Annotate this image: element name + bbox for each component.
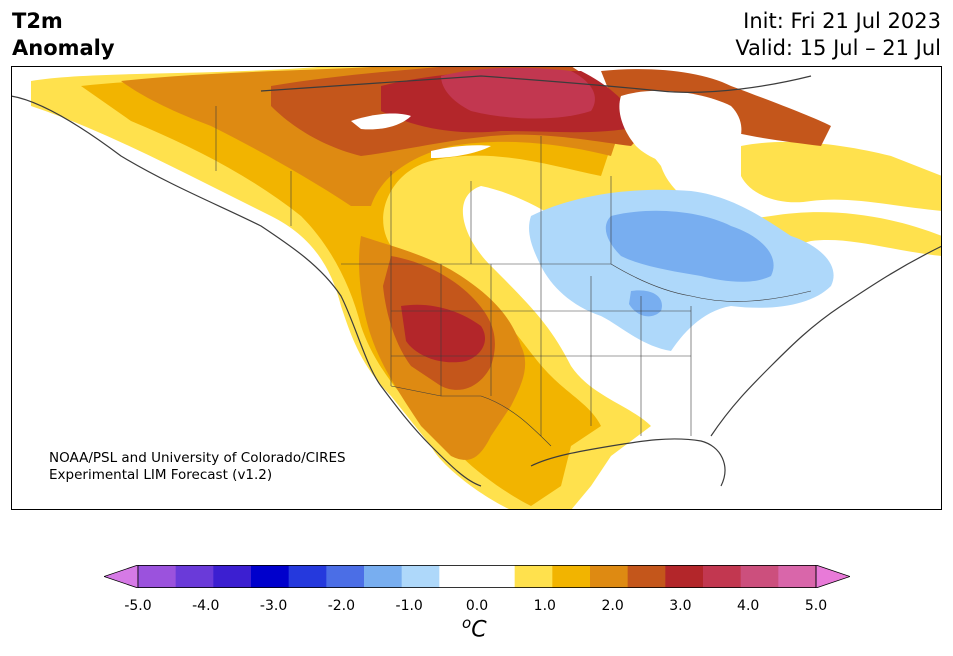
warm-band-6 [441, 67, 595, 119]
credit-line-2: Experimental LIM Forecast (v1.2) [49, 467, 273, 483]
title-line-2: Anomaly [12, 36, 115, 60]
colorbar-segment [288, 565, 327, 588]
forecast-dates: Init: Fri 21 Jul 2023 Valid: 15 Jul – 21… [735, 8, 941, 62]
title-line-1: T2m [12, 9, 63, 33]
colorbar-tick-label: 3.0 [669, 598, 692, 614]
credit-line-1: NOAA/PSL and University of Colorado/CIRE… [49, 450, 346, 466]
provincial-lines [215, 106, 612, 264]
warm-band-1b [741, 141, 942, 211]
colorbar-tick-label: 1.0 [533, 598, 556, 614]
warm-band-3 [121, 66, 621, 460]
colorbar-tick-label: 2.0 [601, 598, 624, 614]
colorbar-extend-high [815, 565, 850, 588]
cool-band-2 [605, 210, 774, 317]
colorbar-tick-label: -5.0 [124, 598, 152, 614]
colorbar-segment [590, 565, 629, 588]
coastline-west [11, 95, 482, 487]
state-lines [390, 264, 692, 436]
colorbar-segment [213, 565, 252, 588]
great-slave-lake [431, 145, 491, 158]
colorbar-segment [703, 565, 742, 588]
colorbar-segment [439, 565, 478, 588]
colorbar [104, 565, 850, 588]
units-superscript: o [462, 614, 472, 632]
colorbar-tick-label: -4.0 [192, 598, 220, 614]
colorbar-segment [627, 565, 666, 588]
colorbar-segment [138, 565, 177, 588]
colorbar-segment [778, 565, 817, 588]
colorbar-tick-label: 0.0 [465, 598, 489, 614]
init-date: Init: Fri 21 Jul 2023 [743, 9, 941, 33]
colorbar-segment [740, 565, 779, 588]
colorbar-segment [326, 565, 365, 588]
colorbar-tick-label: -2.0 [327, 598, 356, 614]
coastline-arctic [260, 75, 812, 93]
great-bear-lake [351, 113, 411, 130]
colorbar-segment [477, 565, 516, 588]
anomaly-map [11, 66, 942, 510]
hudson-bay [619, 90, 742, 168]
colorbar-segment [665, 565, 704, 588]
map-title: T2m Anomaly [12, 8, 115, 62]
coastline-east [710, 245, 942, 437]
valid-dates: Valid: 15 Jul – 21 Jul [735, 36, 941, 60]
units-label: C [471, 617, 487, 643]
map-frame [11, 66, 942, 510]
colorbar-frame [137, 565, 817, 588]
us-canada-border [341, 263, 812, 302]
colorbar-tick-label: 4.0 [737, 598, 760, 614]
colorbar-segment [364, 565, 403, 588]
colorbar-tick-label: -1.0 [395, 598, 423, 614]
colorbar-tick-label: -3.0 [259, 598, 288, 614]
colorbar-segment [552, 565, 591, 588]
us-mexico-border [390, 385, 552, 447]
colorbar-segment [251, 565, 290, 588]
coastline-gulf [530, 438, 726, 487]
colorbar-segment [401, 565, 440, 588]
colorbar-segment [175, 565, 214, 588]
colorbar-units: oC [462, 614, 487, 642]
colorbar-segment [514, 565, 553, 588]
colorbar-extend-low [104, 565, 139, 588]
colorbar-ticks: -5.0 -4.0 -3.0 -2.0 -1.0 0.0 1.0 2.0 3.0 4.0 5.0 [0, 598, 953, 618]
warm-band-5 [381, 71, 641, 363]
colorbar-tick-label: 5.0 [804, 598, 828, 614]
credit-text: NOAA/PSL and University of Colorado/CIRE… [49, 450, 346, 484]
